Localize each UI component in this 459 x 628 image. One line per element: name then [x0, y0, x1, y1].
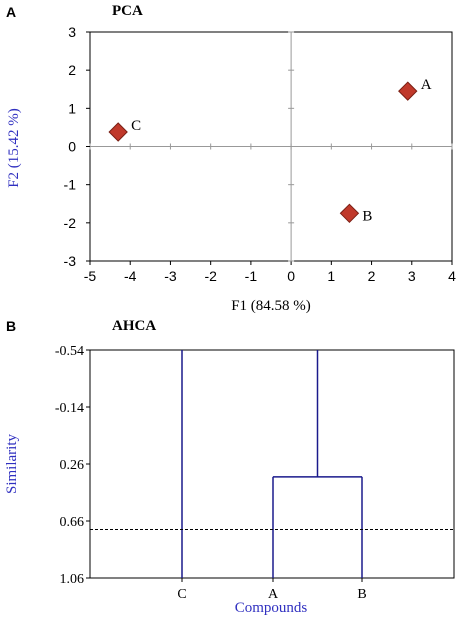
- pca-x-axis-title: F1 (84.58 %): [231, 298, 311, 314]
- panel-letter-a: A: [6, 4, 16, 20]
- pca-y-tick-label: 2: [68, 62, 76, 78]
- pca-point-label: A: [421, 77, 432, 93]
- ahca-y-tick-label: 0.26: [60, 458, 85, 473]
- ahca-y-tick-label: -0.54: [55, 344, 84, 359]
- pca-point-a: [398, 81, 418, 101]
- pca-x-tick-label: 1: [327, 268, 335, 284]
- ahca-y-tick-label: 1.06: [60, 572, 85, 587]
- pca-point-label: B: [362, 208, 372, 224]
- pca-title: PCA: [112, 3, 143, 19]
- pca-point-label: C: [131, 118, 141, 134]
- pca-y-tick-label: 0: [68, 139, 76, 155]
- pca-y-tick-label: 3: [68, 24, 76, 40]
- pca-x-tick-label: -2: [204, 268, 217, 284]
- pca-point-b: [339, 203, 360, 223]
- ahca-leaf-label: A: [268, 587, 279, 602]
- ahca-title: AHCA: [112, 318, 156, 334]
- pca-y-tick-label: -2: [64, 215, 77, 231]
- pca-x-tick-label: -4: [124, 268, 137, 284]
- pca-y-axis-title: F2 (15.42 %): [6, 108, 22, 188]
- panel-letter-b: B: [6, 318, 16, 334]
- pca-y-tick-label: -3: [64, 253, 77, 269]
- pca-y-tick-label: 1: [68, 100, 76, 116]
- ahca-chart: -0.54 -0.14 0.26 0.66 1.06 C A B: [55, 344, 455, 602]
- ahca-leaf-label: B: [357, 587, 366, 602]
- pca-x-tick-label: 0: [287, 268, 295, 284]
- pca-x-tick-label: -1: [245, 268, 258, 284]
- ahca-x-axis-title: Compounds: [235, 600, 308, 616]
- pca-y-tick-label: -1: [64, 177, 77, 193]
- pca-x-tick-label: 4: [448, 268, 456, 284]
- pca-x-tick-label: 2: [368, 268, 376, 284]
- pca-x-tick-label: -5: [84, 268, 97, 284]
- pca-point-c: [108, 122, 128, 142]
- pca-x-tick-label: 3: [408, 268, 416, 284]
- ahca-leaf-label: C: [177, 587, 186, 602]
- ahca-y-tick-label: -0.14: [55, 401, 84, 416]
- pca-chart: -5 -4 -3 -2 -1 0 1 2 3 4 3 2 1 0 -1 -2 -3 A B C: [64, 24, 457, 284]
- ahca-y-axis-title: Similarity: [4, 434, 20, 495]
- ahca-y-tick-label: 0.66: [60, 515, 85, 530]
- pca-x-tick-label: -3: [164, 268, 177, 284]
- ahca-plot-frame: [89, 349, 455, 579]
